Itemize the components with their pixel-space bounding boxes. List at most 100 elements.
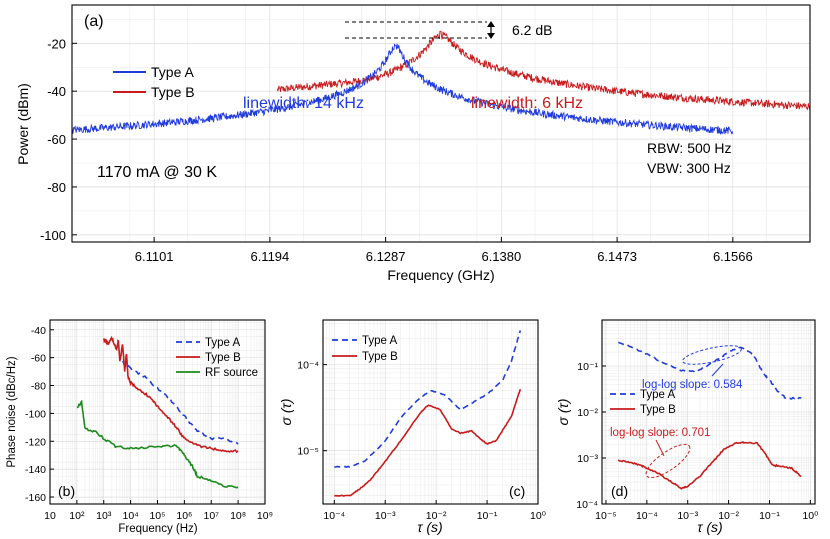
- panel-a-frame: [71, 4, 811, 243]
- panel-a-xtick-label: 6.1566: [713, 249, 753, 264]
- panel-d-yticks: 10⁻¹ 10⁻² 10⁻³ 10⁻⁴: [576, 361, 606, 511]
- panel-b-yticks: -40 -60 -80 -100 -120 -140 -160: [25, 325, 54, 504]
- panel-d-ytick-label: 10⁻²: [577, 407, 598, 419]
- panel-d-series-type-a: [617, 341, 802, 400]
- panel-c-xtick-label: 10⁻¹: [477, 510, 498, 522]
- panel-d-ylabel: σ (τ): [555, 399, 571, 426]
- panel-b-ytick-label: -140: [25, 464, 46, 476]
- panel-d-label: (d): [611, 483, 628, 499]
- panel-a-ytick-label: -80: [47, 180, 66, 195]
- panel-b-ytick-label: -160: [25, 492, 46, 504]
- slope-b-arrow: [655, 439, 665, 457]
- panel-b-xtick-label: 10⁷: [204, 510, 220, 522]
- arrow-up-icon: [487, 21, 495, 27]
- panel-c-ytick-label: 10⁻⁵: [297, 446, 319, 458]
- panel-d-series-type-b: [617, 440, 802, 490]
- panel-b: 10 10² 10³ 10⁴ 10⁵ 10⁶ 10⁷ 10⁸ 10⁹ -40 -60 -80 -100…: [6, 319, 273, 535]
- panel-d-xtick-label: 10⁻¹: [759, 510, 780, 522]
- panel-a-ylabel: Power (dBm): [15, 83, 31, 165]
- panel-d-xtick-label: 10⁻³: [677, 510, 698, 522]
- slope-b-label: log-log slope: 0.701: [610, 427, 710, 439]
- panel-c-yticks: 10⁻⁴ 10⁻⁵: [297, 360, 327, 458]
- panel-b-series-type-b: [103, 335, 239, 454]
- legend-b-type-b: Type B: [205, 352, 241, 364]
- panel-b-ytick-label: -120: [25, 436, 46, 448]
- panel-d-ytick-label: 10⁻³: [577, 453, 598, 465]
- panel-d-xtick-label: 10⁰: [802, 510, 819, 522]
- slope-b-annotation: log-log slope: 0.701: [610, 427, 710, 479]
- vbw-annotation: VBW: 300 Hz: [647, 160, 731, 176]
- panel-c-xtick-label: 10⁻³: [375, 510, 396, 522]
- panel-b-xtick-label: 10⁸: [230, 510, 246, 522]
- panel-d-xtick-label: 10⁻²: [718, 510, 739, 522]
- slope-a-annotation: log-log slope: 0.584: [642, 345, 743, 391]
- condition-annotation: 1170 mA @ 30 K: [97, 164, 217, 181]
- panel-d-xlabel: τ (s): [697, 519, 722, 535]
- legend-c-type-b: Type B: [362, 351, 398, 363]
- panel-c-xtick-label: 10⁻²: [426, 510, 447, 522]
- panel-c-label: (c): [509, 483, 525, 499]
- panel-b-xtick-label: 10⁴: [123, 510, 139, 522]
- panel-d-grid: [602, 320, 815, 505]
- peak-difference-marker: 6.2 dB: [345, 21, 552, 39]
- panel-b-xtick-label: 10⁶: [176, 510, 192, 522]
- panel-c-xticks: 10⁻⁴ 10⁻³ 10⁻² 10⁻¹ 10⁰: [323, 500, 547, 522]
- panel-d-xtick-label: 10⁻⁴: [636, 510, 658, 522]
- panel-b-ytick-label: -80: [31, 381, 46, 393]
- panel-c-series: [334, 330, 522, 497]
- panel-a-xlabel: Frequency (GHz): [387, 267, 494, 283]
- panel-a-xtick-label: 6.1380: [481, 249, 521, 264]
- arrow-down-icon: [487, 33, 495, 39]
- panel-a-series: [71, 30, 811, 135]
- linewidth-a-annotation: linewidth: 14 kHz: [243, 95, 364, 112]
- linewidth-b-annotation: linewidth: 6 kHz: [471, 95, 583, 112]
- panel-b-xlabel: Frequency (Hz): [118, 523, 197, 535]
- panel-a-xtick-label: 6.1473: [597, 249, 637, 264]
- legend-b-type-a: Type A: [205, 337, 240, 349]
- panel-b-ylabel: Phase noise (dBc/Hz): [6, 356, 18, 467]
- panel-d-xtick-label: 10⁻⁵: [595, 510, 617, 522]
- panel-d: 10⁻⁵ 10⁻⁴ 10⁻³ 10⁻² 10⁻¹ 10⁰ 10⁻¹ 10⁻² 10⁻³ 10⁻⁴…: [555, 319, 819, 535]
- panel-b-legend: Type A Type B RF source: [176, 337, 258, 379]
- panel-c-series-type-a: [334, 330, 522, 468]
- panel-a-series-type-a: [71, 43, 734, 135]
- legend-d-type-b: Type B: [640, 404, 676, 416]
- panel-c-xlabel: τ (s): [417, 519, 442, 535]
- panel-b-ytick-label: -40: [31, 325, 46, 337]
- panel-c-series-type-b: [334, 388, 522, 497]
- panel-b-xtick-label: 10: [44, 510, 56, 522]
- panel-c-ytick-label: 10⁻⁴: [297, 360, 319, 372]
- legend-c-type-a: Type A: [362, 335, 397, 347]
- legend-a-type-b: Type B: [151, 84, 195, 100]
- panel-a: 6.1101 6.1194 6.1287 6.1380 6.1473 6.1566 -20…: [15, 4, 811, 283]
- panel-d-series: [617, 341, 802, 490]
- panel-d-legend: Type A Type B: [610, 389, 676, 416]
- panel-b-ytick-label: -60: [31, 353, 46, 365]
- legend-a-type-a: Type A: [151, 64, 194, 80]
- panel-b-ytick-label: -100: [25, 408, 46, 420]
- panel-b-xtick-label: 10⁵: [149, 510, 165, 522]
- panel-a-xticks: 6.1101 6.1194 6.1287 6.1380 6.1473 6.1566: [135, 237, 753, 264]
- panel-a-grid: [72, 5, 810, 242]
- slope-a-arrow: [711, 363, 724, 377]
- panel-b-xtick-label: 10²: [69, 510, 85, 522]
- panel-b-xtick-label: 10³: [96, 510, 112, 522]
- slope-a-ellipse: [682, 345, 742, 365]
- panel-b-xticks: 10 10² 10³ 10⁴ 10⁵ 10⁶ 10⁷ 10⁸ 10⁹: [44, 500, 273, 522]
- panel-a-xtick-label: 6.1101: [135, 249, 174, 264]
- panel-a-legend: Type A Type B: [113, 64, 195, 100]
- legend-b-rf-source: RF source: [205, 367, 258, 379]
- panel-c-xtick-label: 10⁰: [530, 510, 547, 522]
- panel-a-xtick-label: 6.1194: [250, 249, 289, 264]
- panel-c-xtick-label: 10⁻⁴: [323, 510, 345, 522]
- slope-a-label: log-log slope: 0.584: [642, 379, 743, 391]
- panel-a-label: (a): [84, 13, 104, 30]
- panel-c-ylabel: σ (τ): [278, 399, 294, 426]
- panel-a-ytick-label: -20: [47, 36, 66, 51]
- panel-b-series: [76, 335, 239, 489]
- panel-d-xticks: 10⁻⁵ 10⁻⁴ 10⁻³ 10⁻² 10⁻¹ 10⁰: [595, 500, 819, 522]
- panel-d-ytick-label: 10⁻¹: [577, 361, 598, 373]
- panel-b-xtick-label: 10⁹: [257, 510, 273, 522]
- panel-a-ytick-label: -100: [40, 228, 66, 243]
- panel-c-legend: Type A Type B: [332, 335, 398, 363]
